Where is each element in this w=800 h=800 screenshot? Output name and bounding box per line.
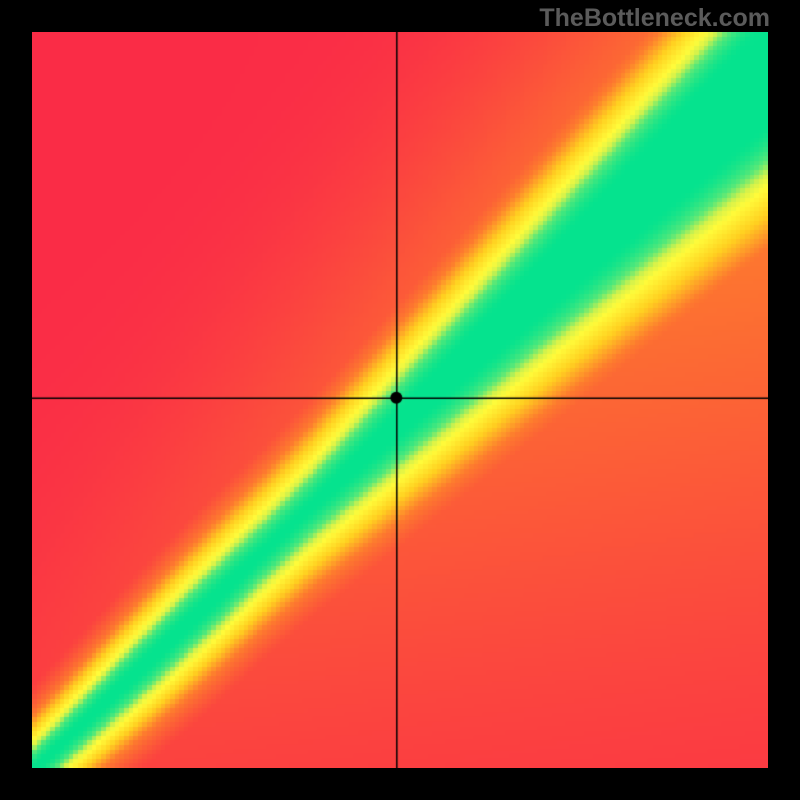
plot-area bbox=[32, 32, 768, 768]
chart-container: TheBottleneck.com bbox=[0, 0, 800, 800]
heatmap-canvas bbox=[32, 32, 768, 768]
watermark-text: TheBottleneck.com bbox=[539, 4, 770, 33]
